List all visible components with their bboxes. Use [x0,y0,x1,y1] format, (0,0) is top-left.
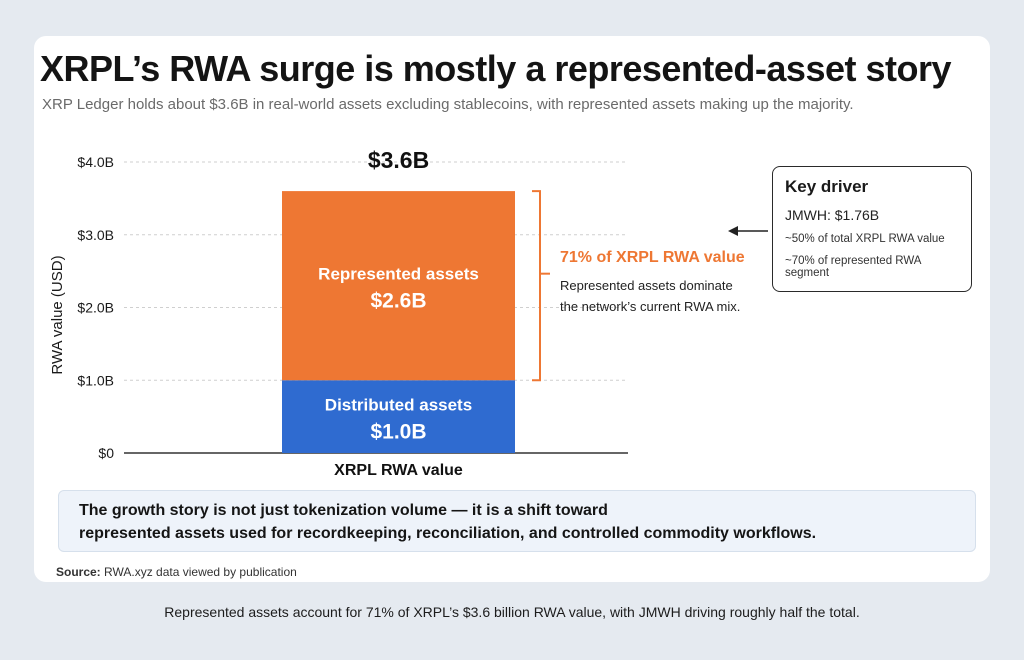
bar-value-label-1: $2.6B [370,290,426,313]
annotation-line-1: the network’s current RWA mix. [560,299,740,314]
bar-segment-distributed [282,380,515,453]
callout-line-2: represented assets used for recordkeepin… [79,525,817,542]
y-tick-label-1: $1.0B [77,372,114,388]
source-note: Source: RWA.xyz data viewed by publicati… [56,565,297,579]
source-label: Source: [56,565,101,579]
key-driver-arrow-head [728,226,738,236]
y-tick-label-3: $3.0B [77,227,114,243]
key-driver-box: Key driver JMWH: $1.76B ~50% of total XR… [772,166,972,292]
figure-caption: Represented assets account for 71% of XR… [164,604,860,620]
chart-subtitle: XRP Ledger holds about $3.6B in real-wor… [42,96,854,113]
x-category-label: XRPL RWA value [334,462,463,479]
represented-bracket [532,190,541,382]
y-tick-label-2: $2.0B [77,300,114,316]
chart-title: XRPL’s RWA surge is mostly a represented… [40,48,952,89]
bar-segment-represented [282,191,515,381]
source-text: RWA.xyz data viewed by publication [104,565,297,579]
annotation-line-0: Represented assets dominate [560,278,733,293]
annotation-headline: 71% of XRPL RWA value [560,249,745,266]
bar-total-label: $3.6B [368,147,429,173]
y-tick-label-0: $0 [98,445,114,461]
callout-line-1: The growth story is not just tokenizatio… [79,502,608,519]
key-driver-share-segment: ~70% of represented RWA segment [785,255,921,279]
bar-series-label-1: Represented assets [318,265,479,284]
y-axis-label: RWA value (USD) [49,255,66,374]
y-tick-label-4: $4.0B [77,154,114,170]
key-driver-jmwh: JMWH: $1.76B [785,207,880,223]
takeaway-callout: The growth story is not just tokenizatio… [58,490,976,552]
key-driver-share-total: ~50% of total XRPL RWA value [785,233,945,245]
bar-value-label-0: $1.0B [370,421,426,444]
bar-series-label-0: Distributed assets [325,396,472,415]
key-driver-title: Key driver [785,177,869,196]
